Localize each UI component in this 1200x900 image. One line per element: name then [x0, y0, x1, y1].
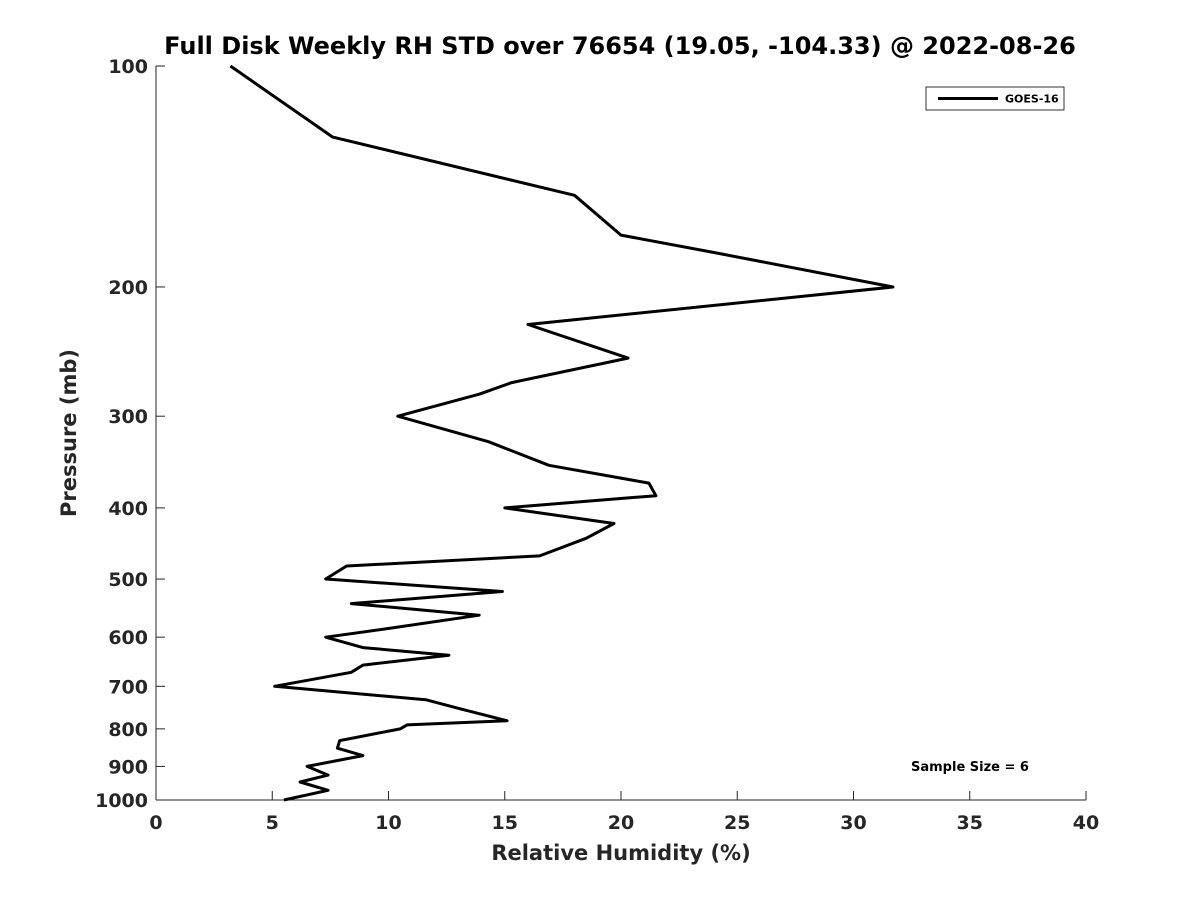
series-layer [229, 64, 895, 802]
y-tick-label: 800 [108, 719, 148, 741]
x-tick-label: 0 [149, 812, 162, 834]
y-tick-label: 200 [108, 277, 148, 299]
y-tick-label: 700 [108, 676, 148, 698]
x-tick-label: 30 [840, 812, 866, 834]
y-tick-label: 900 [108, 756, 148, 778]
x-tick-label: 25 [724, 812, 750, 834]
x-tick-label: 35 [957, 812, 983, 834]
y-ticks: 100 200 300 400 500 600 700 800 900 1000 [95, 56, 165, 812]
y-axis-title: Pressure (mb) [57, 349, 81, 517]
chart-title: Full Disk Weekly RH STD over 76654 (19.0… [164, 32, 1076, 60]
sample-size-annotation: Sample Size = 6 [911, 760, 1029, 775]
y-tick-label: 100 [108, 56, 148, 78]
y-tick-label: 600 [108, 627, 148, 649]
x-tick-label: 10 [375, 812, 401, 834]
x-tick-label: 15 [492, 812, 518, 834]
legend-label-goes16: GOES-16 [1005, 93, 1059, 106]
y-tick-label: 1000 [95, 790, 148, 812]
series-line-goes-16 [229, 64, 895, 802]
x-tick-label: 20 [608, 812, 634, 834]
x-axis-title: Relative Humidity (%) [491, 841, 750, 865]
x-ticks: 0 5 10 15 20 25 30 35 40 [149, 791, 1099, 834]
legend: GOES-16 [925, 86, 1065, 111]
y-tick-label: 300 [108, 406, 148, 428]
x-tick-label: 5 [266, 812, 279, 834]
x-tick-label: 40 [1073, 812, 1099, 834]
y-tick-label: 400 [108, 498, 148, 520]
y-tick-label: 500 [108, 569, 148, 591]
